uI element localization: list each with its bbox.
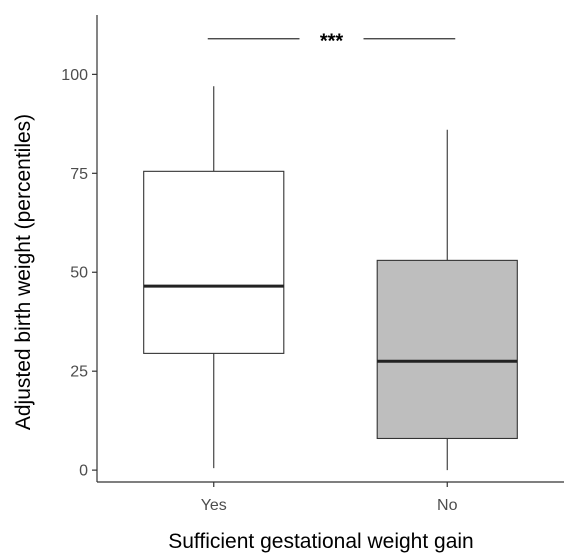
- y-tick-label: 25: [70, 364, 88, 381]
- boxes: [143, 86, 518, 471]
- y-tick-label: 50: [70, 265, 88, 282]
- x-axis-title: Sufficient gestational weight gain: [168, 530, 473, 553]
- x-ticks: Yes No: [201, 482, 458, 514]
- significance-label: ***: [320, 31, 344, 53]
- x-tick-label: Yes: [201, 497, 227, 514]
- y-tick-label: 75: [70, 166, 88, 183]
- box-body: [143, 170, 285, 354]
- y-ticks: 0 25 50 75 100: [61, 67, 97, 480]
- x-axis: Yes No: [97, 481, 564, 514]
- box-body: [376, 259, 518, 440]
- y-tick-label: 100: [61, 67, 88, 84]
- significance-annotation: ***: [207, 31, 456, 53]
- box-no: [376, 129, 518, 471]
- y-axis-title: Adjusted birth weight (percentiles): [12, 114, 35, 430]
- y-tick-label: 0: [79, 463, 88, 480]
- y-axis: 0 25 50 75 100: [61, 15, 98, 482]
- x-tick-label: No: [437, 497, 458, 514]
- box-yes: [143, 86, 285, 469]
